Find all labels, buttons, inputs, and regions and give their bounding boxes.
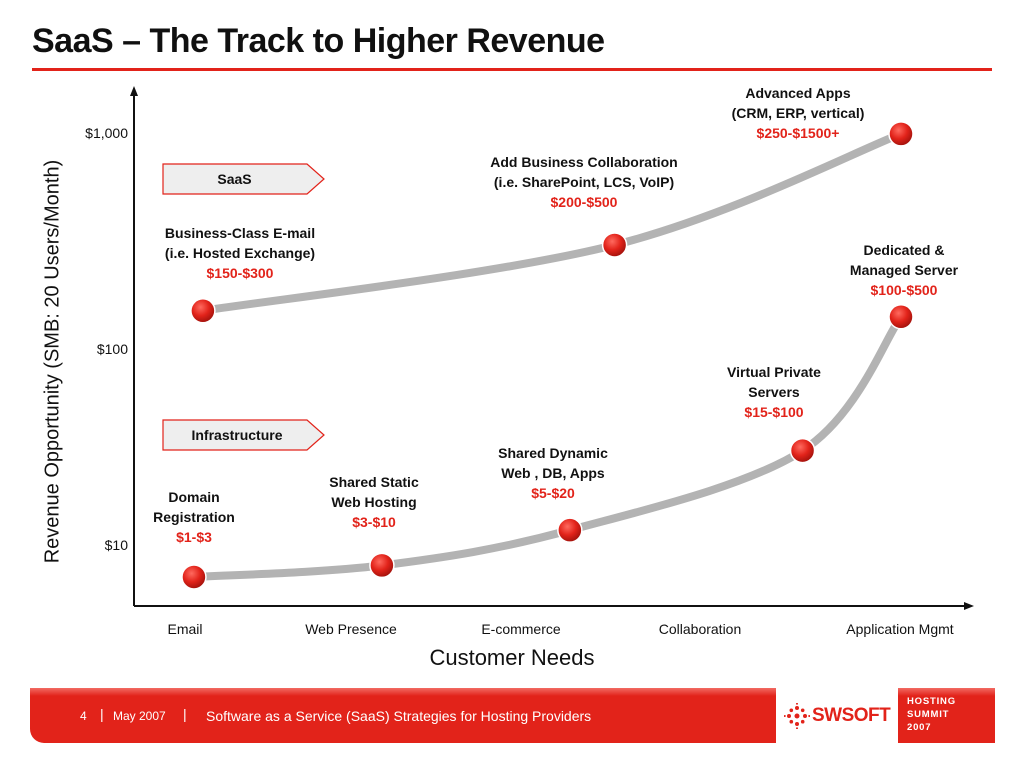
footer-separator: | [183,706,187,722]
callout-line: Web , DB, Apps [501,465,605,481]
callout-price: $200-$500 [550,194,618,210]
callout-line: Web Hosting [331,494,417,510]
footer-highlight [30,688,995,696]
callout-price: $250-$1500+ [756,125,840,141]
starburst-dots-icon [784,703,810,729]
y-axis-label: Revenue Opportunity (SMB: 20 Users/Month… [41,159,64,564]
data-point-marker [369,552,395,579]
y-axis-arrowhead [130,86,138,96]
callout-advanced-apps: Advanced Apps (CRM, ERP, vertical) $250-… [708,83,888,143]
callout-line: Shared Dynamic [498,445,608,461]
callout-line: (i.e. SharePoint, LCS, VoIP) [493,174,675,190]
callout-price: $5-$20 [531,485,575,501]
data-point-marker [557,517,583,543]
y-tick-label: $10 [104,537,128,553]
callout-shared-static: Shared Static Web Hosting $3-$10 [309,472,439,532]
callout-line: Virtual Private [727,364,821,380]
callout-line: (CRM, ERP, vertical) [731,105,865,121]
y-tick-label: $100 [96,341,128,357]
x-tick-label: Application Mgmt [846,621,954,637]
x-tick-label: E-commerce [481,621,561,637]
x-tick-label: Collaboration [658,621,742,637]
callout-line: Domain [168,489,220,505]
footer-bar: 4 | May 2007 | Software as a Service (Sa… [30,688,995,743]
callout-vps: Virtual Private Servers $15-$100 [704,362,844,422]
callout-line: Managed Server [849,262,959,278]
callout-price: $15-$100 [744,404,804,420]
footer-separator: | [100,706,104,722]
callout-price: $1-$3 [176,529,212,545]
callout-price: $150-$300 [206,265,274,281]
summit-line: HOSTING [907,696,956,707]
infrastructure-tag-label: Infrastructure [191,427,283,443]
callout-price: $100-$500 [870,282,938,298]
callout-business-email: Business-Class E-mail (i.e. Hosted Excha… [140,223,340,283]
saas-tag-label: SaaS [217,171,252,187]
swsoft-logo: SWSOFT [776,688,898,743]
callout-line: Dedicated & [863,242,945,258]
callout-business-collaboration: Add Business Collaboration (i.e. SharePo… [464,152,704,212]
callout-shared-dynamic: Shared Dynamic Web , DB, Apps $5-$20 [478,443,628,503]
series-points [181,121,914,590]
callout-price: $3-$10 [352,514,396,530]
summit-line: 2007 [907,722,932,733]
x-tick-label: Web Presence [305,621,397,637]
x-axis-arrowhead [964,602,974,610]
callout-line: (i.e. Hosted Exchange) [164,245,316,261]
slide-title: SaaS – The Track to Higher Revenue [32,22,605,60]
footer-text: Software as a Service (SaaS) Strategies … [206,708,592,724]
data-point-marker [789,437,816,464]
x-axis-label: Customer Needs [429,645,595,670]
axes [130,86,974,610]
callout-line: Shared Static [329,474,419,490]
data-point-marker [601,232,628,258]
callout-line: Advanced Apps [745,85,851,101]
callout-line: Servers [748,384,800,400]
callout-line: Registration [153,509,235,525]
callout-line: Business-Class E-mail [164,225,316,241]
revenue-chart [130,86,974,610]
callout-domain-registration: Domain Registration $1-$3 [134,487,254,547]
y-tick-label: $1,000 [85,125,128,141]
saas-tag: SaaS [162,163,326,195]
infrastructure-tag: Infrastructure [162,419,326,451]
title-divider [32,68,992,71]
data-point-marker [888,304,914,330]
x-tick-label: Email [167,621,203,637]
logo-wordmark: SWSOFT [812,705,891,726]
data-point-marker [888,121,914,147]
data-point-marker [190,298,216,324]
tag-arrow-shape [162,163,325,195]
tag-arrow-shape [162,419,325,451]
callout-dedicated-server: Dedicated & Managed Server $100-$500 [834,240,974,300]
data-point-marker [181,564,207,590]
hosting-summit-mark: HOSTING SUMMIT 2007 [907,695,956,734]
summit-line: SUMMIT [907,709,950,720]
callout-line: Add Business Collaboration [490,154,678,170]
page-number: 4 [80,709,87,723]
footer-date: May 2007 [113,709,166,723]
